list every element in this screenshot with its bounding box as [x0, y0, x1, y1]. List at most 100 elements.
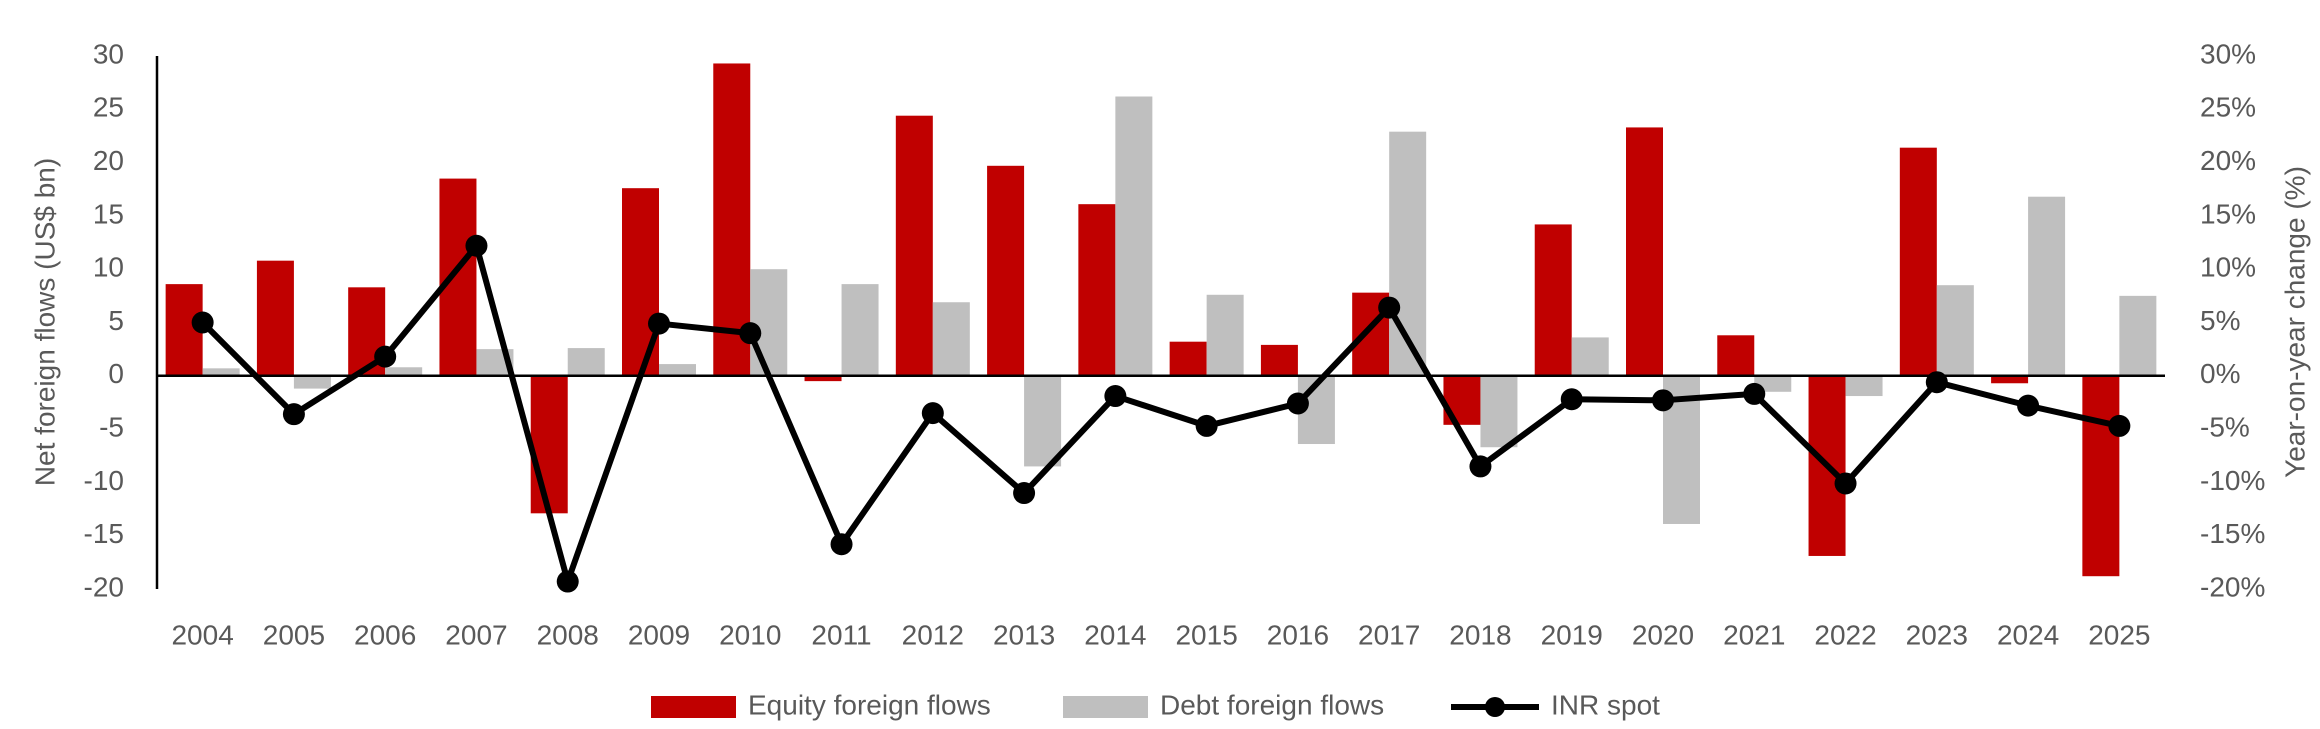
x-tick-label: 2005	[263, 619, 325, 650]
bar	[1024, 375, 1062, 467]
bar	[385, 367, 423, 376]
line-marker	[282, 403, 305, 426]
x-tick-label: 2013	[993, 619, 1055, 650]
x-tick-label: 2010	[719, 619, 781, 650]
y-tick-label: 25	[93, 92, 124, 123]
x-tick-label: 2007	[445, 619, 507, 650]
bar	[1845, 375, 1883, 397]
x-tick-label: 2019	[1541, 619, 1603, 650]
bar	[2028, 196, 2066, 376]
bar	[895, 115, 933, 376]
bar	[987, 165, 1025, 376]
x-tick-label: 2012	[902, 619, 964, 650]
line-marker	[1834, 472, 1857, 495]
y-tick-label: 10	[93, 252, 124, 283]
bar	[750, 269, 788, 376]
bar	[202, 368, 240, 376]
y2-tick-label: 0%	[2200, 358, 2240, 389]
x-tick-label: 2020	[1632, 619, 1694, 650]
x-tick-label: 2023	[1906, 619, 1968, 650]
bar	[293, 375, 331, 389]
y2-tick-label: -10%	[2200, 465, 2265, 496]
bar	[1534, 224, 1572, 376]
bar	[841, 284, 879, 376]
line-marker	[2108, 414, 2131, 437]
bar	[1936, 285, 1974, 376]
bar	[1260, 344, 1298, 376]
y-tick-label: -15	[84, 518, 124, 549]
y2-axis-title: Year-on-year change (%)	[2279, 166, 2310, 478]
bar	[659, 364, 696, 376]
bar	[1717, 335, 1755, 376]
bar	[1899, 147, 1937, 376]
bar	[1115, 96, 1153, 376]
line-marker	[739, 322, 762, 345]
line-marker	[465, 234, 488, 257]
line-marker	[191, 311, 214, 334]
y-tick-label: 30	[93, 38, 124, 69]
line-marker	[1378, 296, 1401, 319]
y-axis-title: Net foreign flows (US$ bn)	[29, 158, 60, 486]
x-tick-label: 2011	[811, 619, 871, 650]
legend-label: INR spot	[1551, 689, 1660, 720]
line-marker	[830, 533, 853, 556]
x-tick-label: 2021	[1723, 619, 1785, 650]
legend-swatch	[1063, 696, 1148, 718]
x-tick-label: 2004	[171, 619, 233, 650]
line-marker	[1925, 371, 1948, 394]
x-tick-label: 2024	[1997, 619, 2059, 650]
legend-label: Debt foreign flows	[1160, 689, 1384, 720]
bar	[1991, 375, 2029, 384]
x-tick-label: 2022	[1814, 619, 1876, 650]
bar	[439, 178, 477, 376]
x-tick-label: 2014	[1084, 619, 1146, 650]
line	[200, 242, 2121, 585]
bar	[1078, 204, 1116, 376]
x-tick-label: 2006	[354, 619, 416, 650]
bar	[567, 348, 605, 376]
bar	[1206, 294, 1244, 376]
y-tick-label: -5	[99, 411, 124, 442]
line-marker	[1104, 385, 1127, 408]
x-tick-label: 2009	[628, 619, 690, 650]
bar	[1169, 341, 1207, 376]
line-marker	[1743, 382, 1766, 405]
bar	[256, 260, 294, 376]
x-tick-label: 2018	[1449, 619, 1511, 650]
bar	[2082, 375, 2120, 577]
x-tick-label: 2015	[1175, 619, 1237, 650]
y-tick-label: 20	[93, 145, 124, 176]
legend-label: Equity foreign flows	[748, 689, 991, 720]
y-tick-label: -20	[84, 571, 124, 602]
x-tick-label: 2008	[537, 619, 599, 650]
bar	[1754, 375, 1792, 392]
y2-tick-label: 20%	[2200, 145, 2256, 176]
line-marker	[921, 402, 944, 425]
line-marker	[556, 570, 579, 593]
line-marker	[374, 345, 397, 368]
x-tick-label: 2025	[2088, 619, 2150, 650]
y2-tick-label: 5%	[2200, 305, 2240, 336]
y2-tick-label: -5%	[2200, 411, 2250, 442]
x-tick-label: 2016	[1267, 619, 1329, 650]
legend-swatch	[651, 696, 736, 718]
bar	[932, 302, 970, 376]
y-tick-label: 15	[93, 198, 124, 229]
bar	[1626, 127, 1663, 376]
y2-tick-label: -15%	[2200, 518, 2265, 549]
y2-tick-label: 15%	[2200, 198, 2256, 229]
y2-tick-label: 10%	[2200, 252, 2256, 283]
line-marker	[1560, 388, 1583, 411]
y2-tick-label: 25%	[2200, 92, 2256, 123]
y-tick-label: -10	[84, 465, 124, 496]
bar	[804, 375, 842, 382]
bar	[2119, 295, 2157, 376]
y2-tick-label: -20%	[2200, 571, 2265, 602]
line-marker	[2017, 394, 2040, 417]
line-marker	[1195, 414, 1218, 437]
line-marker	[1652, 389, 1674, 412]
bar	[530, 375, 568, 514]
line-marker	[1469, 455, 1492, 478]
bar	[1480, 375, 1518, 448]
